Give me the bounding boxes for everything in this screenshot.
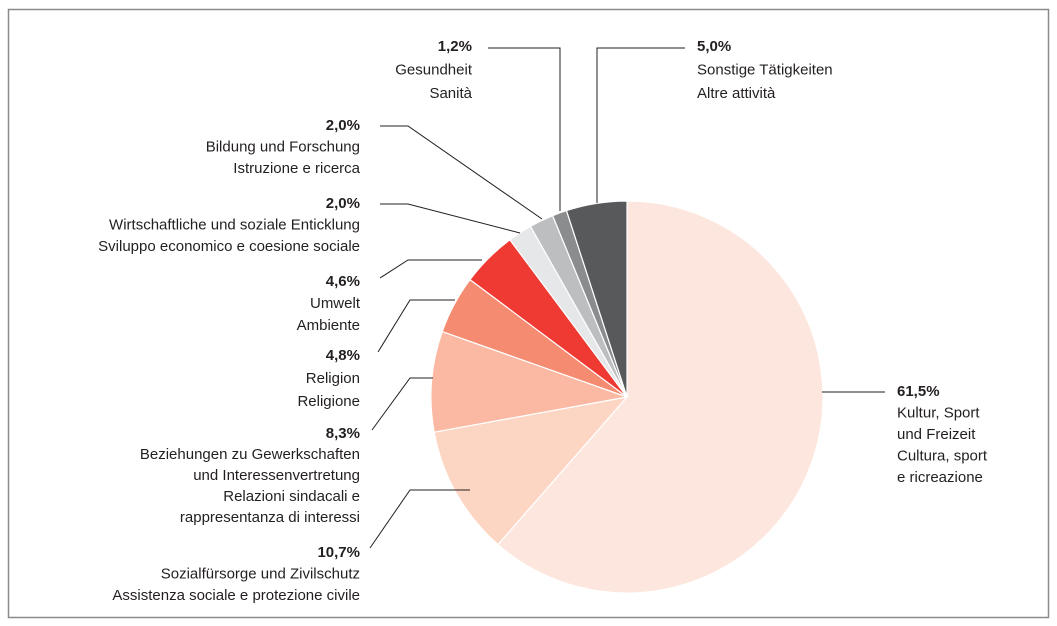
category-label: Assistenza sociale e protezione civile xyxy=(112,587,360,604)
category-label: Altre attività xyxy=(697,85,776,102)
pie-slice xyxy=(433,396,629,546)
category-label: Wirtschaftliche und soziale Enticklung xyxy=(109,216,360,233)
leader-line xyxy=(380,203,521,234)
value-label: 61,5% xyxy=(897,383,940,400)
category-label: Bildung und Forschung xyxy=(206,138,360,155)
category-label: und Interessenvertretung xyxy=(193,467,360,484)
category-label: Gesundheit xyxy=(395,61,473,78)
leader-line xyxy=(596,47,685,203)
category-label: und Freizeit xyxy=(897,426,976,443)
pie-slice xyxy=(565,200,628,398)
value-label: 8,3% xyxy=(326,425,360,442)
category-label: rappresentanza di interessi xyxy=(180,509,360,526)
category-label: Istruzione e ricerca xyxy=(233,160,360,177)
pie-slice xyxy=(430,330,630,433)
value-label: 4,6% xyxy=(326,273,360,290)
category-label: Religione xyxy=(297,393,360,410)
category-label: Religion xyxy=(306,370,360,387)
value-label: 2,0% xyxy=(326,117,360,134)
value-label: 1,2% xyxy=(438,38,472,55)
leader-line xyxy=(377,299,455,353)
leader-line xyxy=(488,47,561,211)
value-label: 2,0% xyxy=(326,195,360,212)
value-label: 5,0% xyxy=(697,38,731,55)
category-label: e ricreazione xyxy=(897,469,983,486)
category-label: Sanità xyxy=(429,85,472,102)
category-label: Cultura, sport xyxy=(897,447,988,464)
leader-line xyxy=(380,125,543,220)
category-label: Ambiente xyxy=(297,317,360,334)
leader-line xyxy=(369,489,470,549)
pie-slice xyxy=(497,200,824,594)
category-label: Sonstige Tätigkeiten xyxy=(697,61,833,78)
category-label: Sviluppo economico e coesione sociale xyxy=(98,238,360,255)
category-label: Kultur, Sport xyxy=(897,404,980,421)
value-label: 10,7% xyxy=(317,544,360,561)
category-label: Umwelt xyxy=(310,295,361,312)
leader-line xyxy=(371,377,433,431)
leader-line xyxy=(379,259,482,279)
category-label: Sozialfürsorge und Zivilschutz xyxy=(161,565,360,582)
category-label: Relazioni sindacali e xyxy=(223,488,360,505)
category-label: Beziehungen zu Gewerkschaften xyxy=(140,446,360,463)
value-label: 4,8% xyxy=(326,347,360,364)
